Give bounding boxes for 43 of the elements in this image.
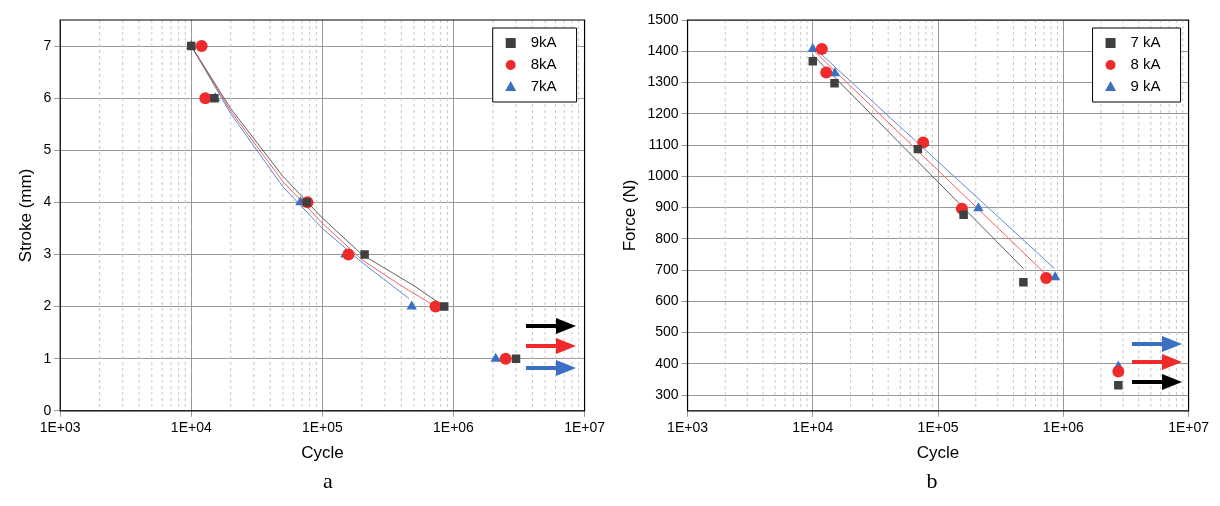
y-tick-label: 7 xyxy=(43,36,52,53)
legend-label: 8kA xyxy=(530,55,557,73)
x-axis-title: Cycle xyxy=(301,443,344,463)
x-tick-label: 1E+04 xyxy=(170,419,212,436)
x-tick-label: 1E+05 xyxy=(301,419,344,436)
y-tick-label: 1100 xyxy=(648,135,679,152)
legend-label: 7kA xyxy=(530,77,557,95)
y-tick-label: 1400 xyxy=(647,42,679,59)
y-tick-label: 1200 xyxy=(647,104,679,121)
x-tick-label: 1E+07 xyxy=(1168,419,1210,436)
text: a xyxy=(322,468,334,494)
x-tick-label: 1E+05 xyxy=(917,419,959,436)
legend-label: 8 kA xyxy=(1130,55,1161,73)
x-axis-title: Cycle xyxy=(916,443,960,463)
y-tick-label: 900 xyxy=(655,198,679,215)
y-tick-label: 2 xyxy=(43,297,52,314)
y-tick-label: 700 xyxy=(655,260,679,277)
y-tick-label: 1000 xyxy=(647,167,679,184)
y-tick-label: 300 xyxy=(655,386,679,403)
y-tick-label: 1500 xyxy=(647,10,679,27)
y-axis-title: Force (N) xyxy=(619,179,639,252)
y-tick-label: 800 xyxy=(655,229,679,246)
y-tick-label: 6 xyxy=(43,89,52,106)
y-tick-label: 500 xyxy=(655,323,679,340)
y-tick-label: 0 xyxy=(43,401,52,418)
x-tick-label: 1E+03 xyxy=(667,419,709,436)
y-axis-title: Stroke (mm) xyxy=(15,168,35,263)
text: b xyxy=(925,468,939,494)
y-tick-label: 1300 xyxy=(647,73,679,90)
y-tick-label: 3 xyxy=(43,245,52,262)
x-tick-label: 1E+04 xyxy=(792,419,834,436)
y-tick-label: 600 xyxy=(655,292,679,309)
y-tick-label: 5 xyxy=(43,141,52,158)
x-tick-label: 1E+07 xyxy=(564,419,606,436)
legend-label: 9 kA xyxy=(1130,77,1161,95)
x-tick-label: 1E+06 xyxy=(433,419,475,436)
legend-label: 7 kA xyxy=(1130,33,1161,51)
y-tick-label: 1 xyxy=(43,349,52,366)
y-tick-label: 400 xyxy=(655,354,679,371)
x-tick-label: 1E+06 xyxy=(1042,419,1084,436)
y-tick-label: 4 xyxy=(43,193,52,210)
x-tick-label: 1E+03 xyxy=(39,419,81,436)
legend-label: 9kA xyxy=(530,33,557,51)
